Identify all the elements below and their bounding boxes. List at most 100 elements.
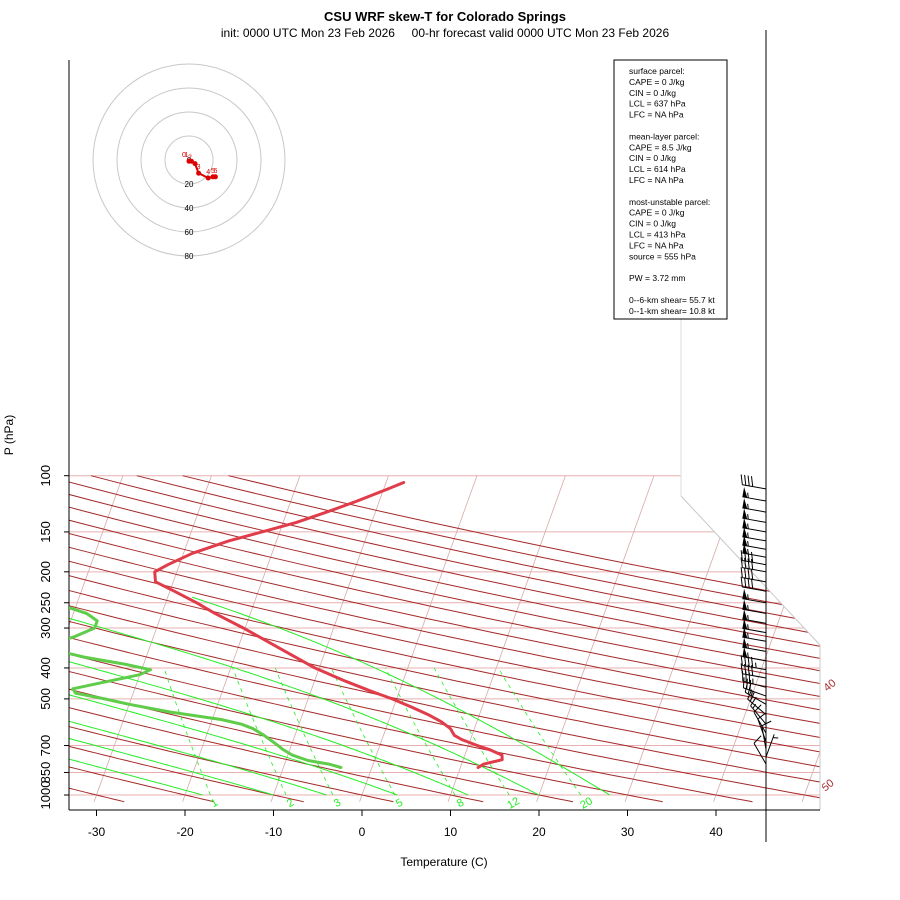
- mixing-ratio-line: [385, 667, 456, 796]
- wind-barb: [740, 474, 767, 490]
- hodograph-ring: [140, 111, 238, 209]
- isotherm-line: [93, 475, 212, 802]
- barb-half: [747, 532, 749, 538]
- barb-half: [747, 540, 749, 547]
- barb-full: [750, 569, 754, 580]
- stats-line: source = 555 hPa: [629, 251, 696, 261]
- hodograph-point: [192, 161, 198, 167]
- dry-adiabat: [69, 506, 820, 672]
- barb-full: [753, 735, 762, 744]
- barb-full: [740, 474, 743, 485]
- stats-line: CAPE = 0 J/kg: [629, 77, 685, 87]
- barb-flag: [742, 526, 748, 538]
- moist-adiabat: [69, 661, 469, 796]
- mixing-ratio-label: 5: [394, 797, 405, 810]
- barb-full: [747, 683, 752, 695]
- barb-full: [747, 475, 750, 487]
- dry-adiabat: [69, 688, 574, 803]
- dry-adiabat: [0, 476, 35, 802]
- dry-adiabat-label: 50: [820, 777, 837, 794]
- stats-line: mean-layer parcel:: [629, 131, 699, 141]
- barb-flag: [742, 535, 748, 546]
- profile-clip-group: [69, 481, 504, 769]
- wind-barb: [742, 637, 767, 652]
- y-tick-label: 100: [38, 465, 53, 487]
- hodograph-point-label: 6: [213, 168, 217, 175]
- dry-adiabat: [69, 532, 820, 697]
- stats-box-frame: [613, 59, 728, 320]
- x-tick-label: -10: [265, 825, 283, 839]
- hodograph-point-label: 2: [188, 155, 192, 162]
- y-tick-label: 700: [38, 735, 53, 757]
- stats-line: LCL = 413 hPa: [629, 230, 686, 240]
- barb-flag: [742, 543, 748, 554]
- hodograph-point-label: 5: [211, 168, 215, 175]
- dewpoint-profile: [69, 606, 343, 769]
- barb-half: [747, 594, 749, 600]
- isotherm-line: [891, 476, 900, 802]
- barb-full: [740, 576, 743, 588]
- dry-adiabat: [69, 493, 820, 659]
- x-tick-label: -30: [88, 825, 106, 839]
- hodograph-ring: [116, 87, 262, 233]
- barb-full: [750, 578, 754, 589]
- barb-full: [747, 656, 750, 667]
- barb-staff: [742, 484, 767, 490]
- dry-adiabat: [69, 653, 753, 803]
- y-tick-label: 150: [38, 521, 53, 543]
- barb-half: [747, 605, 749, 611]
- barb-half: [747, 614, 749, 621]
- wind-barb: [742, 618, 767, 634]
- wind-barb: [742, 526, 767, 542]
- stats-line: 0--6-km shear= 55.7 kt: [629, 295, 715, 305]
- hodograph-point: [205, 175, 211, 181]
- wind-barb: [742, 535, 767, 550]
- barb-full: [750, 656, 754, 668]
- mixing-ratio-label: 20: [578, 795, 595, 812]
- x-tick-label: 0: [359, 825, 366, 839]
- dry-adiabat-label: 40: [822, 677, 839, 694]
- barb-full: [744, 655, 747, 667]
- barb-full: [744, 474, 747, 486]
- barb-full: [740, 550, 743, 561]
- barb-staff: [742, 577, 767, 583]
- barb-staff: [742, 618, 767, 624]
- wind-barb: [740, 567, 767, 583]
- barb-staff: [742, 586, 767, 592]
- dry-adiabat: [69, 766, 215, 803]
- hodograph-point-label: 1: [184, 152, 188, 159]
- barb-staff: [747, 698, 767, 715]
- barb-full: [740, 567, 743, 578]
- hodograph-ring-label: 80: [185, 252, 194, 261]
- barb-staff: [742, 608, 767, 614]
- barb-half: [747, 632, 749, 639]
- right-margin-edge: [680, 495, 821, 646]
- barb-staff: [765, 734, 775, 758]
- barb-full: [750, 476, 754, 487]
- moist-adiabat: [191, 596, 611, 796]
- stats-line: CAPE = 0 J/kg: [629, 208, 685, 218]
- barb-full: [744, 577, 747, 588]
- y-tick-label: 300: [38, 617, 53, 639]
- barb-full: [753, 704, 762, 713]
- barb-full: [747, 577, 750, 589]
- stats-line: surface parcel:: [629, 66, 685, 76]
- barb-half: [752, 703, 757, 709]
- x-tick-label: 10: [444, 825, 458, 839]
- barb-full: [740, 557, 743, 568]
- wind-barb: [740, 576, 767, 592]
- temperature-profile: [153, 481, 504, 769]
- isotherm-line: [447, 475, 566, 802]
- hodograph-ring-label: 60: [185, 228, 194, 237]
- x-tick-label: 20: [532, 825, 546, 839]
- sounding-profiles: [69, 481, 504, 769]
- dry-adiabat: [69, 620, 820, 783]
- barb-flag: [742, 627, 748, 638]
- barb-full: [744, 557, 747, 569]
- moist-adiabat: [69, 617, 540, 796]
- wind-barb: [742, 588, 767, 604]
- barb-flag: [742, 646, 748, 658]
- barb-full: [742, 677, 745, 688]
